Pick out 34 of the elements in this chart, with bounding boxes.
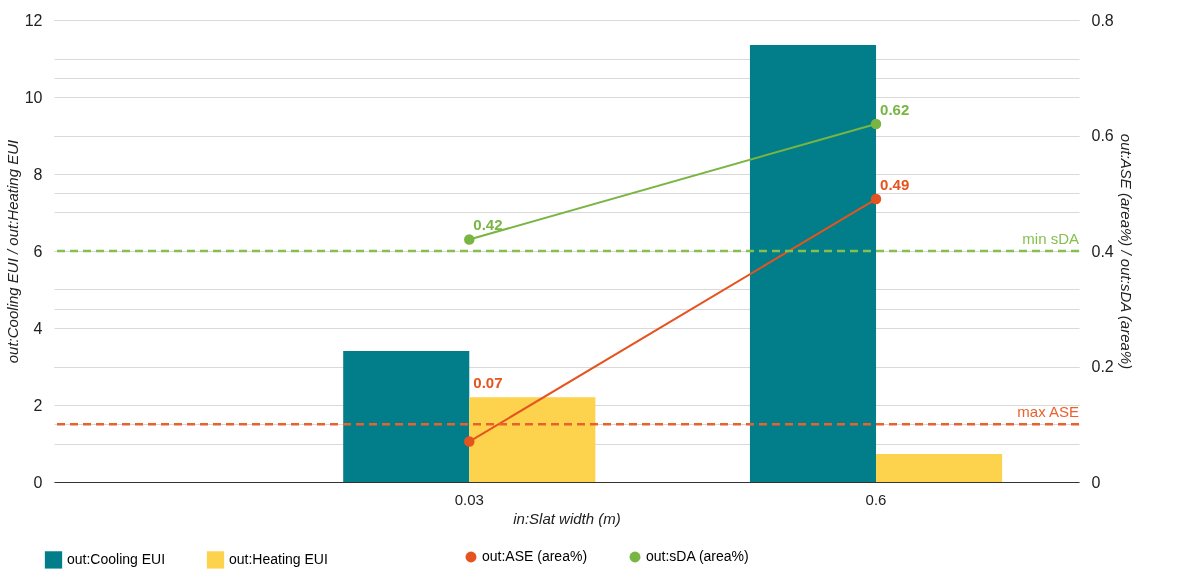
point [464,234,475,245]
legend-label: out:ASE (area%) [482,548,588,564]
y-tick-label: 4 [33,319,43,337]
y-tick-label: 10 [24,88,43,106]
legend-label: out:sDA (area%) [646,548,749,564]
data-label: 0.07 [473,374,503,392]
y-tick-label: 12 [24,11,43,29]
ref-line-label: max ASE [1017,403,1079,421]
legend-label: out:Heating EUI [229,550,328,567]
data-label: 0.42 [473,216,503,234]
y2-axis-title: out:ASE (area%) / out:sDA (area%) [1117,133,1135,370]
x-tick-label: 0.03 [454,490,484,508]
y2-tick-label: 0.8 [1091,11,1114,29]
y2-tick-label: 0.2 [1091,358,1114,375]
y2-tick-label: 0.6 [1091,127,1114,144]
bar [749,45,877,482]
data-label: 0.62 [880,100,910,118]
bar [876,453,1003,482]
y-axis-title: out:Cooling EUI / out:Heating EUI [3,139,21,364]
bar [343,351,470,482]
y2-tick-label: 0 [1091,473,1101,491]
y-tick-label: 0 [33,473,43,491]
ref-line-label: min sDA [1022,230,1079,247]
point [464,436,475,447]
bar [469,397,596,482]
y-tick-label: 6 [33,242,43,260]
point [870,118,882,130]
y-tick-label: 2 [33,396,43,414]
legend-label: out:Cooling EUI [67,550,166,567]
y2-tick-label: 0.4 [1091,242,1114,260]
x-axis-title: in:Slat width (m) [513,509,621,527]
data-label: 0.49 [880,176,910,194]
y-tick-label: 8 [33,165,43,183]
point [870,193,882,205]
